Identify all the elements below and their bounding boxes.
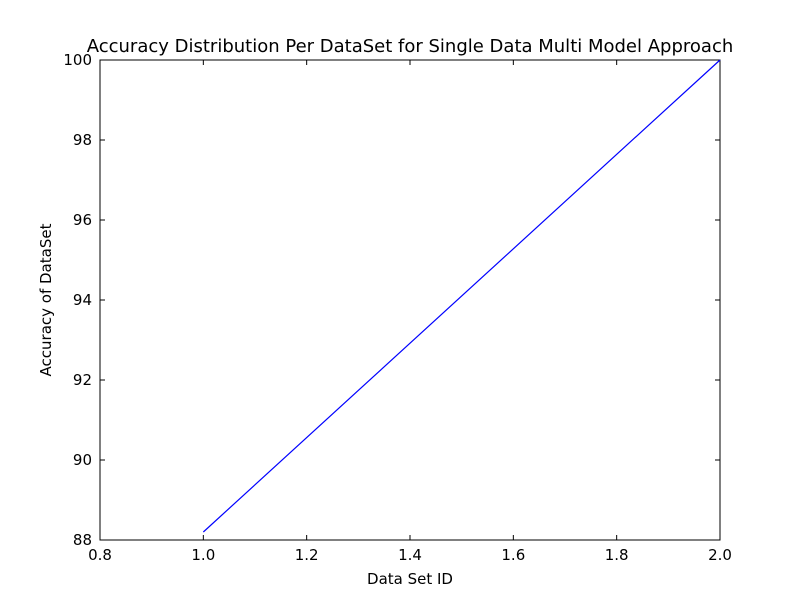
plot-frame [99,59,721,541]
x-tick-labels: 0.8 1.0 1.2 1.4 1.6 1.8 2.0 [88,546,732,564]
axis-ticks [99,59,721,541]
y-tick-label: 90 [73,451,92,469]
y-axis-label: Accuracy of DataSet [37,223,55,376]
series-group [202,59,721,533]
x-tick-label: 0.8 [88,546,112,564]
y-tick-label: 92 [73,371,92,389]
x-tick-label: 1.2 [295,546,319,564]
y-tick-label: 100 [63,51,92,69]
y-tick-label: 98 [73,131,92,149]
y-tick-labels: 88 90 92 94 96 98 100 [63,51,92,549]
chart-title: Accuracy Distribution Per DataSet for Si… [87,36,734,57]
y-tick-label: 96 [73,211,92,229]
x-tick-label: 1.6 [501,546,525,564]
x-axis-label: Data Set ID [367,570,453,588]
x-tick-label: 1.0 [191,546,215,564]
x-tick-label: 1.4 [398,546,422,564]
y-tick-label: 88 [73,531,92,549]
series-line-0 [202,59,721,533]
x-tick-label: 2.0 [708,546,732,564]
y-tick-label: 94 [73,291,92,309]
x-tick-label: 1.8 [605,546,629,564]
